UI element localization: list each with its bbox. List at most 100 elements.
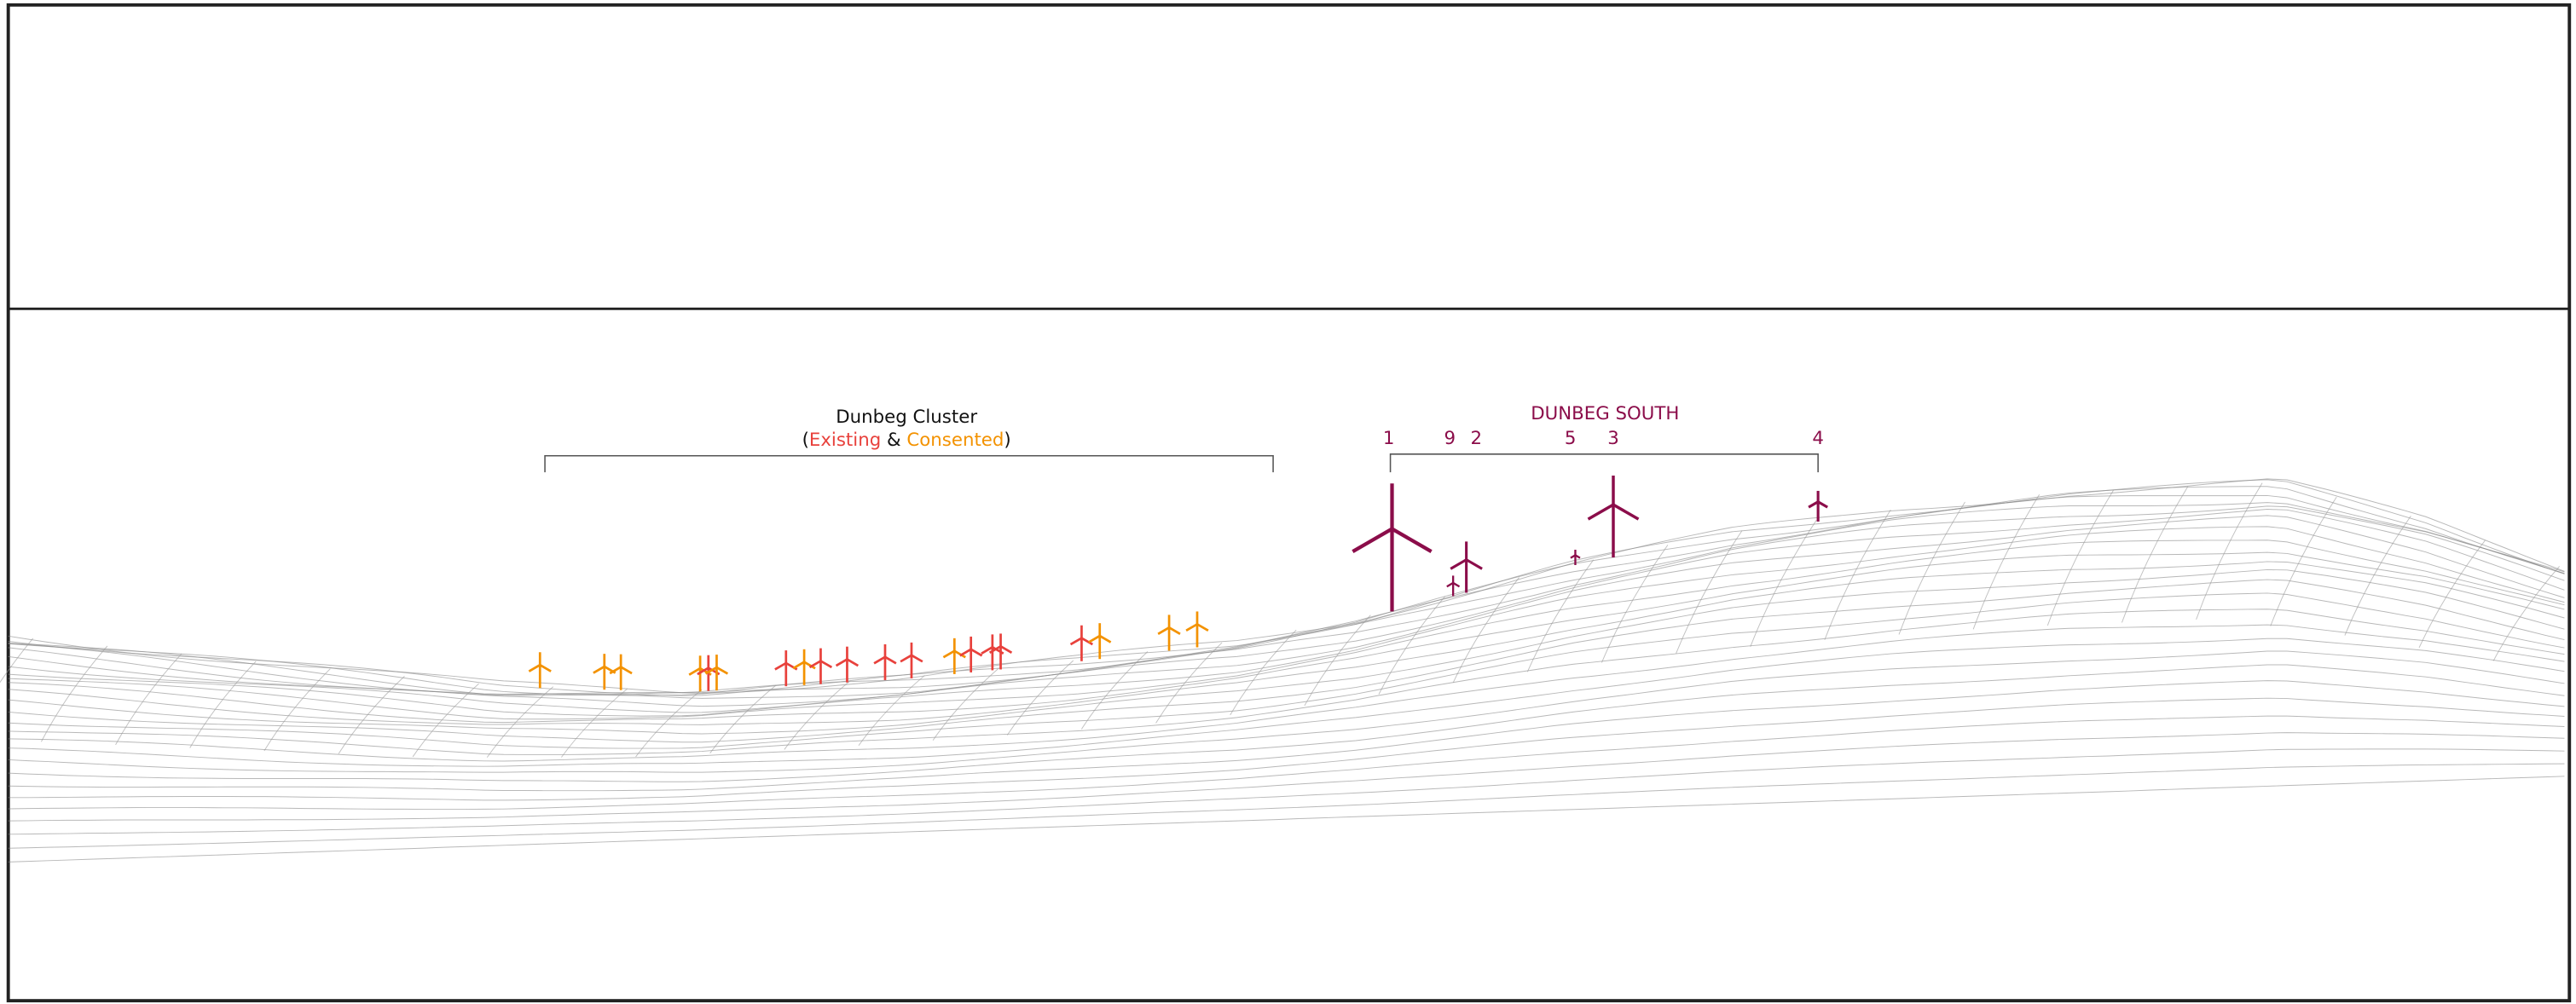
mesh-line <box>1378 596 1445 695</box>
turbine <box>1450 541 1483 593</box>
mesh-line <box>2270 496 2337 626</box>
turbine-blade <box>1465 558 1483 570</box>
turbine-number: 9 <box>1444 428 1456 449</box>
mesh-line <box>8 515 2565 713</box>
turbine-blade <box>911 654 923 663</box>
turbine-blade <box>1168 626 1181 635</box>
turbine-blade <box>1450 558 1467 570</box>
existing-label: Existing <box>809 430 881 451</box>
mesh-line <box>1304 615 1371 707</box>
mesh-line <box>1155 642 1223 724</box>
turbine-blade <box>1196 623 1209 632</box>
turbine-blade <box>688 667 701 676</box>
turbine <box>528 652 552 689</box>
turbine-number: 2 <box>1470 428 1482 449</box>
turbine-blade <box>999 645 1013 654</box>
mesh-line <box>8 551 2565 724</box>
cluster-legend: (Existing & Consented) <box>802 430 1011 451</box>
turbine-blade <box>835 658 848 667</box>
turbines <box>528 476 1828 692</box>
mesh-line <box>1750 520 1817 647</box>
turbine-blade <box>988 645 1002 654</box>
turbine <box>808 648 833 684</box>
turbine-blade <box>593 665 605 674</box>
paren: ( <box>802 430 809 451</box>
frame <box>6 3 2572 1003</box>
turbine-blade <box>819 660 833 669</box>
turbine <box>1587 476 1640 558</box>
turbine-blade <box>1157 626 1170 635</box>
turbine-blade <box>803 661 816 670</box>
mesh-line <box>2196 482 2263 620</box>
turbine-blade <box>981 646 993 655</box>
mesh-line <box>8 697 2565 801</box>
mesh-line <box>932 667 999 741</box>
turbine <box>1446 575 1461 597</box>
turbine-blade <box>1574 554 1581 559</box>
turbine-blade <box>697 666 709 676</box>
mesh-line <box>8 624 2565 762</box>
mesh-line <box>8 526 2565 717</box>
mesh-line <box>8 664 2565 782</box>
turbine-blade <box>528 664 541 672</box>
mesh-line <box>8 579 2565 743</box>
turbine-blade <box>873 655 886 665</box>
mesh-line <box>8 568 2565 735</box>
mesh-line <box>8 592 2565 749</box>
turbine-blade <box>704 666 718 675</box>
turbine-blade <box>808 660 822 669</box>
turbine <box>873 643 897 680</box>
mesh-line <box>8 609 2565 755</box>
turbine <box>959 636 983 672</box>
turbine <box>900 642 923 678</box>
turbine <box>704 655 729 691</box>
turbine <box>1808 490 1828 522</box>
turbine-blade <box>1069 637 1083 646</box>
mesh-line <box>8 763 2565 849</box>
turbine-number: 5 <box>1565 428 1577 449</box>
turbine-blade <box>900 654 912 663</box>
mesh-line <box>1526 559 1595 672</box>
mesh-line <box>8 715 2565 811</box>
mesh-line <box>8 650 2565 773</box>
mesh-line <box>8 638 2565 767</box>
turbine-blade <box>1391 527 1433 553</box>
turbine-blade <box>1352 527 1393 553</box>
mesh-line <box>1452 577 1520 684</box>
turbine <box>1069 625 1094 661</box>
mesh-line <box>8 732 2565 822</box>
terrain-mesh <box>0 478 2565 863</box>
turbine-number: 3 <box>1607 428 1619 449</box>
turbine-blade <box>1808 500 1819 509</box>
south-title: DUNBEG SOUTH <box>1531 403 1679 424</box>
and-label: & <box>887 430 901 451</box>
mesh-line <box>189 661 257 748</box>
cluster-title: Dunbeg Cluster <box>836 407 977 428</box>
mesh-line <box>2418 540 2486 649</box>
turbine-blade <box>1570 554 1577 559</box>
turbine-blade <box>970 648 983 657</box>
mesh-line <box>8 561 2565 725</box>
turbine <box>1570 549 1581 566</box>
turbine <box>835 646 860 683</box>
turbine-blade <box>1612 503 1640 521</box>
mesh-line <box>2121 486 2189 623</box>
turbine-blade <box>539 664 552 672</box>
mesh-line <box>486 686 554 758</box>
turbine-blade <box>953 649 966 659</box>
paren: ) <box>1004 430 1010 451</box>
turbine-blade <box>1080 637 1094 646</box>
turbine-number: 1 <box>1383 428 1395 449</box>
mesh-line <box>263 668 331 752</box>
turbine-blade <box>609 666 622 675</box>
turbine-blade <box>1099 634 1112 643</box>
mesh-line <box>8 479 2565 696</box>
mesh-line <box>1972 494 2041 630</box>
turbine-number: 4 <box>1812 428 1824 449</box>
turbine <box>988 633 1013 670</box>
turbine <box>1088 623 1112 660</box>
turbine-blade <box>959 648 972 657</box>
turbine-blade <box>774 661 787 671</box>
